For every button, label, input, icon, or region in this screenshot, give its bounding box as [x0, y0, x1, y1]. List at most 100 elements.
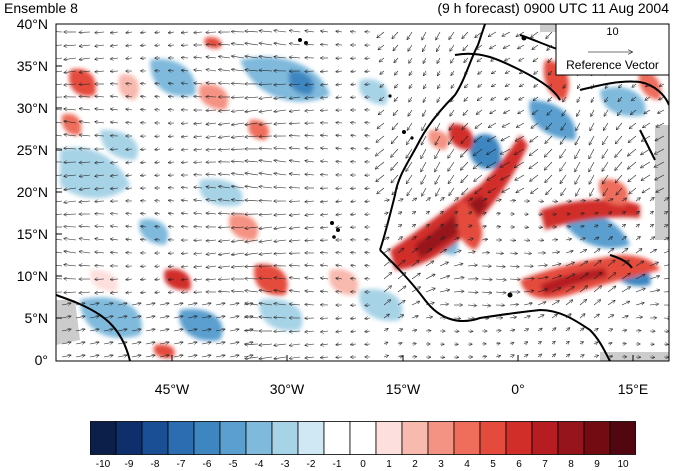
wind-arrow	[336, 84, 343, 85]
wind-arrow	[75, 329, 85, 331]
wind-arrow	[546, 31, 553, 38]
colorbar-label: -2	[306, 459, 316, 470]
colorbar-label: -10	[95, 459, 111, 470]
y-tick-label: 25°N	[16, 142, 48, 158]
colorbar-swatch	[609, 421, 636, 455]
wind-arrow	[424, 70, 426, 76]
wind-arrow	[383, 314, 389, 319]
wind-arrow	[537, 289, 547, 293]
wind-arrow	[141, 292, 147, 293]
wind-arrow	[79, 58, 91, 60]
wind-arrow	[534, 70, 539, 74]
wind-arrow	[103, 303, 113, 305]
wind-arrow	[245, 266, 259, 267]
wind-arrow	[182, 83, 189, 84]
wind-arrow	[89, 303, 99, 305]
wind-arrow	[605, 83, 608, 88]
wind-arrow	[628, 148, 637, 156]
wind-arrow	[629, 122, 637, 129]
wind-arrow	[523, 240, 529, 241]
wind-arrow	[502, 187, 511, 192]
wind-arrow	[126, 32, 133, 33]
wind-arrow	[79, 135, 91, 136]
wind-arrow	[467, 305, 476, 306]
wind-arrow	[411, 248, 418, 254]
wind-arrow	[425, 198, 430, 202]
wind-arrow	[131, 316, 141, 318]
wind-arrow	[463, 109, 469, 115]
wind-arrow	[305, 240, 315, 241]
wind-arrow	[351, 252, 357, 253]
wind-arrow	[579, 314, 585, 319]
wind-arrow	[560, 174, 567, 183]
x-tick-label: 15°W	[385, 381, 421, 397]
wind-arrow	[173, 342, 183, 344]
wind-arrow	[425, 317, 432, 318]
wind-arrow	[411, 260, 419, 267]
wind-arrow	[422, 31, 427, 40]
wind-arrow	[274, 278, 287, 279]
wind-arrow	[551, 264, 561, 267]
wind-arrow	[215, 329, 225, 331]
wind-arrow	[453, 250, 461, 254]
wind-arrow	[593, 213, 598, 214]
wind-arrow	[111, 214, 119, 215]
wind-arrow	[111, 226, 119, 227]
wind-arrow	[438, 83, 440, 88]
wind-arrow	[111, 96, 119, 97]
wind-arrow	[219, 149, 231, 150]
wind-arrow	[439, 237, 444, 241]
wind-arrow	[509, 253, 517, 254]
wind-arrow	[565, 274, 575, 280]
wind-arrow	[365, 84, 371, 85]
wind-arrow	[435, 161, 441, 172]
wind-arrow	[538, 342, 541, 344]
wind-arrow	[635, 303, 644, 306]
wind-arrow	[397, 212, 402, 214]
wind-arrow	[56, 213, 63, 215]
wind-arrow	[56, 174, 63, 176]
wind-arrow	[103, 355, 113, 357]
wind-arrow	[206, 83, 217, 84]
wind-arrow	[305, 110, 315, 111]
wind-arrow	[476, 44, 483, 50]
wind-arrow	[376, 161, 385, 169]
wind-arrow	[321, 148, 329, 149]
wind-arrow	[56, 57, 63, 60]
wind-arrow	[95, 135, 105, 136]
colorbar-swatch	[115, 421, 143, 455]
wind-arrow	[392, 122, 399, 130]
wind-arrow	[245, 43, 259, 45]
wind-arrow	[632, 96, 637, 101]
wind-arrow	[194, 123, 203, 124]
wind-arrow	[495, 343, 500, 344]
wind-arrow	[519, 57, 525, 61]
wind-arrow	[379, 57, 385, 62]
wind-arrow	[79, 265, 91, 266]
wind-arrow	[245, 56, 259, 58]
wind-arrow	[141, 213, 147, 214]
wind-arrow	[351, 32, 357, 33]
wind-arrow	[141, 45, 147, 46]
wind-arrow	[607, 260, 615, 267]
wind-arrow	[649, 290, 660, 292]
wind-arrow	[79, 188, 91, 190]
wind-arrow	[453, 277, 464, 279]
wind-arrow	[467, 238, 473, 240]
wind-arrow	[206, 279, 217, 280]
wind-arrow	[232, 240, 245, 242]
wind-arrow	[575, 161, 581, 172]
wind-arrow	[593, 342, 598, 344]
wind-arrow	[649, 198, 654, 202]
wind-arrow	[495, 279, 506, 280]
wind-arrow	[245, 291, 259, 293]
wind-arrow	[643, 122, 651, 128]
wind-arrow	[397, 199, 403, 201]
wind-arrow	[523, 303, 532, 305]
wind-arrow	[259, 278, 273, 279]
wind-arrow	[79, 109, 91, 110]
wind-arrow	[439, 262, 448, 267]
colorbar-label: -3	[280, 459, 290, 470]
wind-arrow	[551, 276, 561, 280]
wind-arrow	[607, 356, 612, 357]
